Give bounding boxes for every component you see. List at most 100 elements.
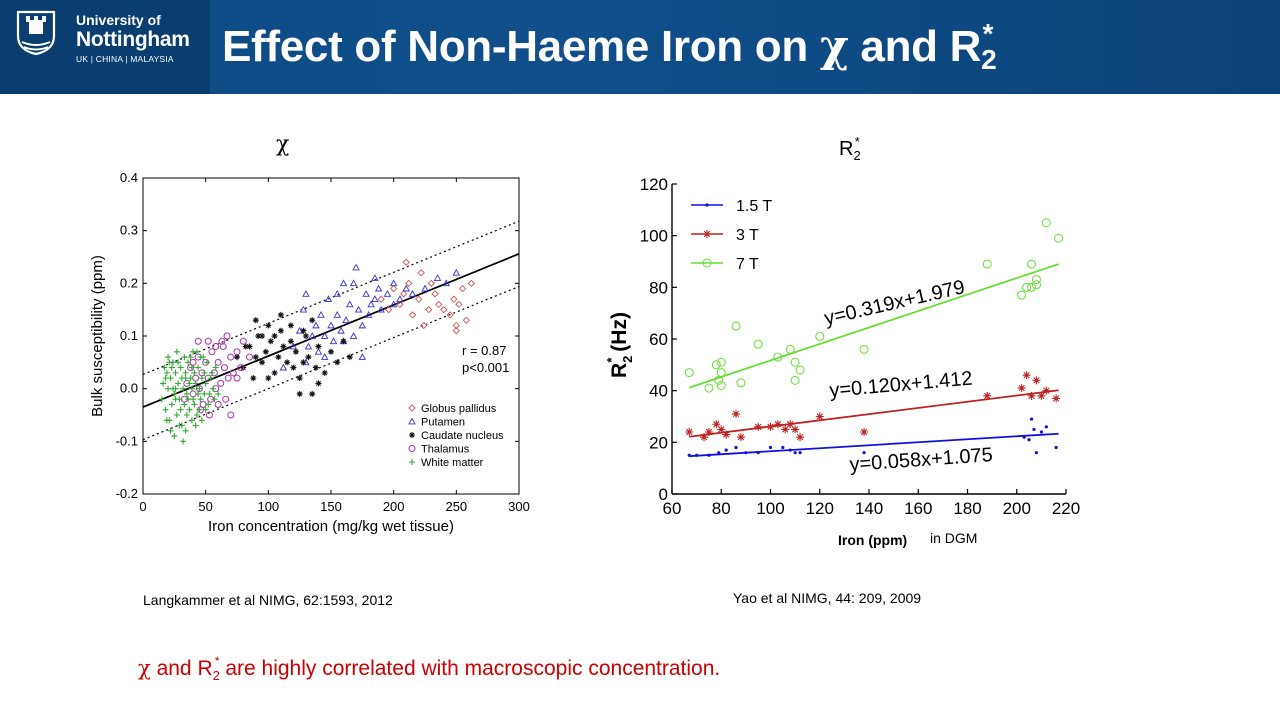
data-point-s3	[685, 428, 694, 436]
data-point	[204, 337, 212, 345]
data-point	[192, 422, 199, 429]
data-point-s7	[736, 378, 746, 388]
data-point	[337, 326, 345, 334]
data-point-s15	[1032, 427, 1036, 432]
x-tick-label: 180	[953, 499, 981, 518]
title-chi-symbol: χ	[819, 21, 849, 72]
data-point-s3	[704, 428, 713, 436]
data-point	[300, 327, 307, 334]
summary-sub: 2	[212, 668, 220, 683]
data-point	[333, 289, 342, 297]
equation-7t: y=0.319x+1.979	[822, 276, 967, 330]
y-tick-label: 60	[649, 330, 668, 349]
data-point-s15	[768, 445, 773, 450]
logo-line-university: University of	[76, 12, 161, 28]
data-point	[339, 279, 348, 287]
data-point	[302, 289, 310, 297]
data-point	[389, 279, 398, 287]
citation-yao: Yao et al NIMG, 44: 209, 2009	[733, 590, 922, 606]
y-axis-title: Bulk susceptibility (ppm)	[89, 255, 106, 417]
data-point	[277, 311, 284, 318]
data-point	[198, 375, 205, 382]
data-point	[195, 390, 202, 397]
data-point	[328, 348, 334, 355]
data-point	[352, 263, 360, 271]
summary-chi: χ	[138, 656, 151, 680]
equation-3t: y=0.120x+1.412	[829, 368, 974, 402]
data-point	[358, 353, 367, 360]
data-point	[183, 412, 190, 418]
r2-label-main: R	[839, 138, 854, 160]
data-point	[171, 433, 178, 440]
data-point	[402, 258, 410, 266]
data-point	[284, 359, 291, 366]
data-point-s3	[717, 425, 726, 434]
y-tick-label: 20	[649, 433, 668, 452]
data-point-s3	[754, 422, 763, 431]
data-point-s15	[793, 451, 797, 455]
data-point	[377, 305, 385, 313]
data-point	[304, 342, 313, 350]
title-main-text: Effect of Non-Haeme Iron on	[222, 22, 820, 71]
data-point-s15	[717, 451, 721, 455]
data-point-s15	[1044, 425, 1048, 429]
data-point	[197, 396, 204, 403]
data-point	[455, 300, 463, 309]
annotation-r: r = 0.87	[462, 343, 506, 358]
data-point	[171, 390, 178, 397]
data-point	[262, 348, 269, 355]
data-point	[271, 369, 278, 376]
data-point	[315, 343, 322, 350]
data-point	[259, 333, 266, 339]
data-point-s15	[734, 445, 738, 450]
data-point	[389, 300, 398, 308]
y-tick-label: 0	[659, 485, 668, 504]
data-point-s3	[796, 433, 805, 442]
logo-line-nottingham: Nottingham	[76, 28, 190, 51]
summary-statement: χ and R2* are highly correlated with mac…	[138, 654, 720, 683]
data-point-s3	[732, 409, 741, 418]
legend-label: Putamen	[421, 417, 465, 429]
data-point	[211, 396, 218, 403]
data-point	[185, 396, 192, 403]
data-point	[186, 380, 193, 387]
data-point-s7	[815, 331, 825, 341]
data-point	[202, 406, 209, 413]
data-point	[224, 374, 232, 382]
y-tick-label: 0.0	[120, 381, 138, 396]
data-point	[187, 354, 194, 361]
data-point	[396, 300, 404, 309]
data-point-s3	[766, 422, 775, 431]
data-point-s7	[716, 381, 726, 390]
x-tick-label: 100	[257, 499, 279, 514]
data-point	[312, 321, 320, 329]
summary-part1: and R	[150, 657, 213, 680]
data-point	[279, 363, 288, 371]
data-point	[296, 390, 303, 397]
x-tick-label: 80	[712, 499, 731, 518]
data-point-s7	[711, 360, 721, 370]
y-tick-label: -0.2	[116, 486, 138, 501]
university-logo[interactable]: University of Nottingham UK | CHINA | MA…	[0, 0, 210, 94]
data-point-s15	[724, 448, 728, 452]
data-point	[275, 354, 282, 361]
data-point	[167, 427, 174, 434]
legend-marker	[408, 445, 416, 452]
data-point	[220, 364, 228, 372]
data-point-s3	[786, 420, 795, 429]
data-point	[158, 396, 165, 403]
summary-sup: *	[214, 654, 220, 668]
data-point	[408, 289, 417, 297]
y-tick-label: 120	[640, 175, 668, 194]
data-point	[252, 317, 259, 324]
equation-15t: y=0.058x+1.075	[849, 444, 994, 476]
data-point	[173, 412, 180, 418]
data-point	[215, 390, 222, 397]
data-point-s15	[798, 451, 802, 455]
data-point-s15	[744, 451, 748, 455]
data-point	[229, 369, 237, 377]
data-point	[197, 354, 204, 361]
data-point	[166, 359, 173, 366]
data-point	[212, 343, 220, 351]
x-tick-label: 200	[1003, 499, 1031, 518]
